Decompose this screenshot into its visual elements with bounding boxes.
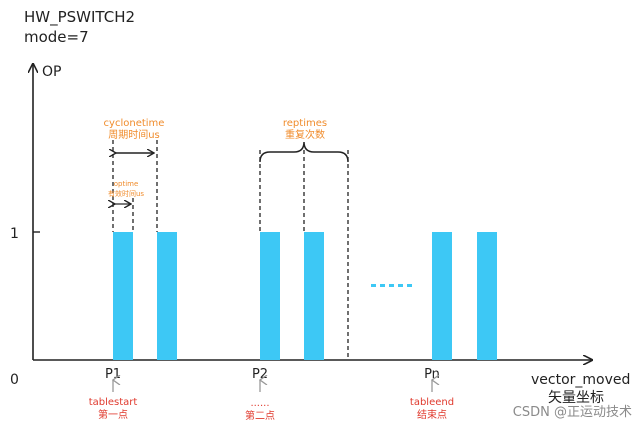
y-tick-label: 1 (10, 226, 19, 242)
second-point-label-cn: 第二点 (245, 409, 275, 422)
point-label-pn: Pn (424, 367, 440, 382)
cyclonetime-label: cyclonetime (104, 118, 165, 129)
optime-label: optime (114, 180, 139, 188)
reptimes-label-cn: 重复次数 (285, 128, 325, 141)
header-title: HW_PSWITCH2 (24, 8, 135, 27)
origin-label: 0 (10, 372, 19, 388)
watermark-text: CSDN @正运动技术 (513, 405, 632, 420)
pulse-bar (477, 232, 497, 360)
x-axis-label-cn: 矢量坐标 (548, 390, 604, 406)
header-mode: mode=7 (24, 28, 89, 46)
y-axis-label: OP (42, 64, 61, 80)
tableend-label: tableend (410, 397, 454, 408)
tablestart-label-cn: 第一点 (98, 408, 128, 421)
reptimes-brace (259, 141, 349, 163)
pulse-bar (157, 232, 177, 360)
pulse-bar (113, 232, 133, 360)
second-point-dots: ...... (250, 398, 269, 409)
x-axis-label: vector_moved (531, 372, 630, 388)
tableend-label-cn: 结束点 (417, 408, 447, 421)
pulse-bar (304, 232, 324, 360)
pulse-bar (260, 232, 280, 360)
cyclonetime-label-cn: 周期时间us (108, 128, 160, 141)
point-label-p1: P1 (105, 367, 121, 382)
optime-label-cn: 有效时间us (108, 189, 144, 198)
pulse-bar (432, 232, 452, 360)
ellipsis-dots (371, 284, 412, 287)
point-label-p2: P2 (252, 367, 268, 382)
tablestart-label: tablestart (89, 397, 138, 408)
pulse-group (113, 232, 497, 360)
reptimes-label: reptimes (283, 118, 327, 129)
